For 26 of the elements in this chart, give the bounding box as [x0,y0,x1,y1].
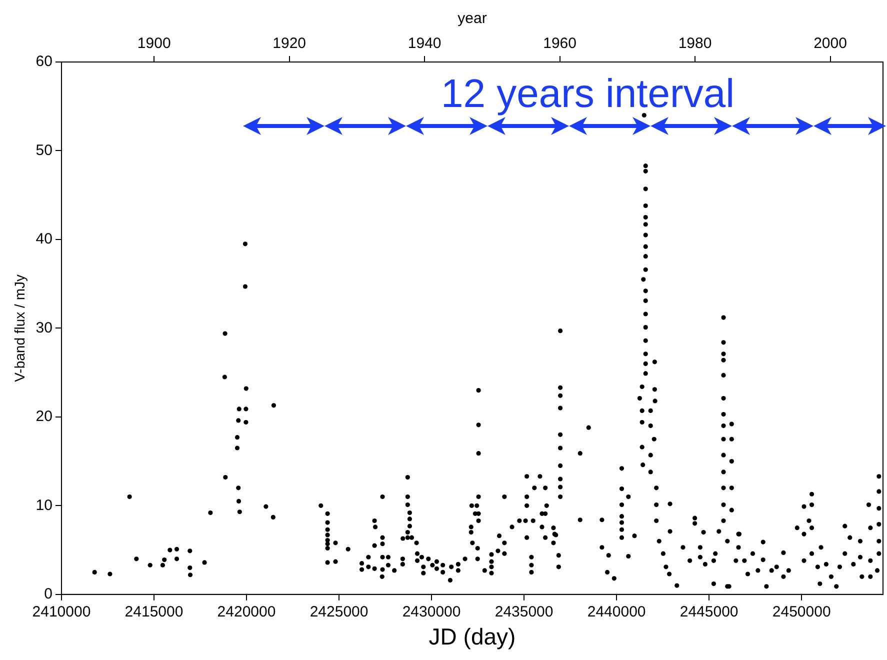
x-tick-label: 2430000 [402,604,461,621]
annotation: 12 years interval [441,72,734,117]
y-tick-label: 0 [44,586,52,603]
x-tick-label: 2435000 [494,604,554,621]
y-tick-label: 60 [36,53,52,70]
x2-tick-label: 1980 [678,35,712,52]
y-axis-title: V-band flux / mJy [11,274,28,382]
y-tick-label: 40 [36,230,52,248]
x-tick-label: 2425000 [310,604,368,621]
x2-tick-label: 1940 [408,35,442,52]
x2-tick-label: 1900 [137,35,171,52]
x-tick-label: 2450000 [772,604,831,621]
x-tick-label: 2440000 [587,604,646,621]
x-axis-title: JD (day) [428,624,516,650]
x-tick-label: 2420000 [217,604,276,621]
y-tick-label: 50 [36,142,52,159]
x2-tick-label: 1920 [272,35,306,52]
x-tick-label: 2445000 [680,604,738,621]
x-tick-label: 2410000 [32,604,91,621]
x-tick-label: 2415000 [124,604,184,621]
x2-axis-title: year [458,10,487,28]
y-tick-label: 30 [36,319,52,336]
y-tick-label: 10 [36,496,52,514]
x2-tick-label: 1960 [543,35,576,52]
x2-tick-label: 2000 [814,35,847,52]
y-tick-label: 20 [36,408,52,426]
